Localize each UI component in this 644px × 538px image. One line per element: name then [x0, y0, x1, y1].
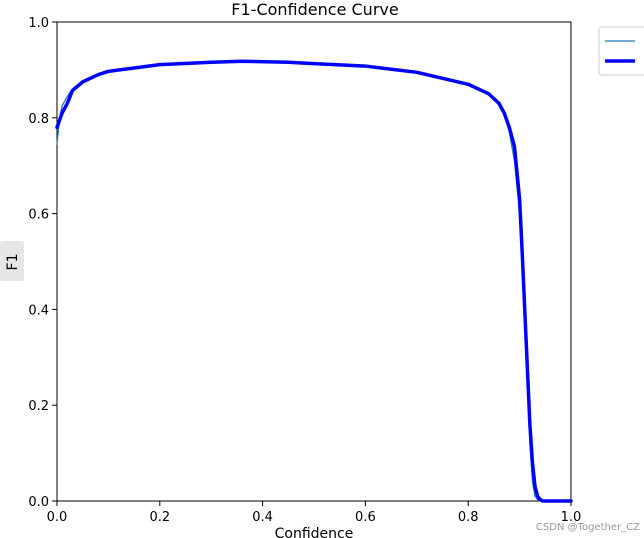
x-tick-label: 0.6: [355, 510, 376, 525]
y-tick-label: 0.2: [28, 399, 49, 414]
y-tick-label: 0.0: [28, 495, 49, 510]
y-axis-label-box: [0, 241, 24, 281]
y-axis-label: F1: [5, 254, 21, 271]
legend: [598, 26, 644, 76]
x-tick-label: 1.0: [561, 510, 582, 525]
series-line-2: [55, 59, 573, 503]
x-tick-label: 0.2: [149, 510, 170, 525]
x-axis-ticks: 0.0 0.2 0.4 0.6 0.8 1.0: [47, 501, 582, 525]
x-tick-label: 0.4: [252, 510, 273, 525]
y-tick-label: 0.8: [28, 112, 49, 127]
legend-frame: [598, 26, 644, 76]
y-axis-ticks: 0.0 0.2 0.4 0.6 0.8 1.0: [28, 16, 57, 510]
chart-title: F1-Confidence Curve: [231, 0, 398, 19]
plot-area: [56, 21, 572, 502]
x-tick-label: 0.0: [47, 510, 68, 525]
y-tick-label: 1.0: [28, 16, 49, 31]
y-tick-label: 0.4: [28, 303, 49, 318]
x-axis-label: Confidence: [275, 526, 354, 538]
watermark: CSDN @Together_CZ: [536, 522, 640, 533]
x-tick-label: 0.8: [458, 510, 479, 525]
y-tick-label: 0.6: [28, 208, 49, 223]
series-layer: [55, 59, 573, 503]
